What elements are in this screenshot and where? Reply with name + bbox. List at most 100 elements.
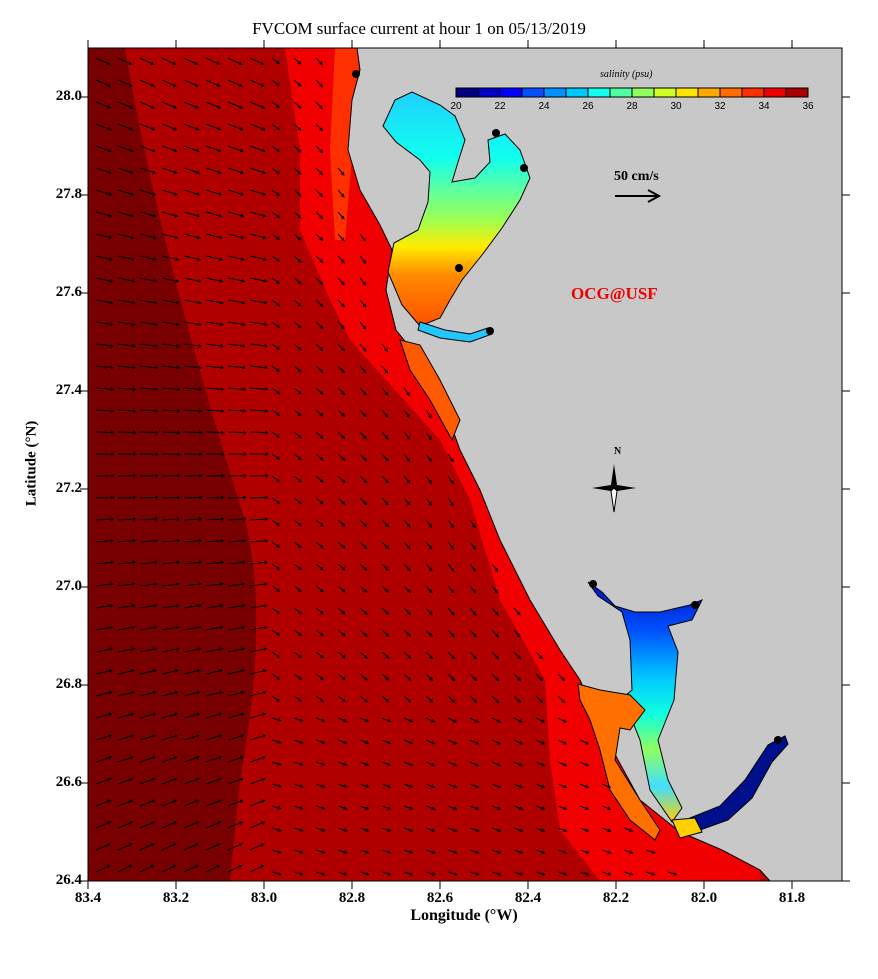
current-vector bbox=[117, 473, 137, 478]
current-vector bbox=[227, 255, 246, 261]
current-vector bbox=[469, 871, 480, 876]
current-vector bbox=[117, 321, 136, 327]
current-vector bbox=[359, 541, 368, 549]
current-vector bbox=[293, 497, 302, 505]
map-title: FVCOM surface current at hour 1 on 05/13… bbox=[252, 19, 586, 38]
current-vector bbox=[183, 430, 203, 435]
current-vector bbox=[535, 805, 546, 811]
current-vector bbox=[469, 783, 480, 789]
current-vector bbox=[95, 233, 113, 240]
current-vector bbox=[139, 647, 158, 653]
current-vector bbox=[205, 387, 225, 392]
current-vector bbox=[183, 755, 201, 763]
current-vector bbox=[205, 734, 223, 741]
current-vector bbox=[271, 805, 282, 810]
current-vector bbox=[271, 541, 281, 548]
current-vector bbox=[205, 299, 224, 305]
current-vector bbox=[315, 365, 324, 373]
current-vector bbox=[359, 871, 370, 876]
current-vector bbox=[161, 560, 181, 565]
current-vector bbox=[183, 669, 202, 675]
current-vector bbox=[557, 827, 568, 833]
current-vector bbox=[293, 57, 302, 65]
current-vector bbox=[117, 755, 135, 763]
current-vector bbox=[139, 145, 156, 153]
sarasota-bay bbox=[399, 339, 461, 442]
tampa-bay bbox=[382, 91, 531, 327]
current-vector bbox=[315, 409, 324, 417]
current-vector bbox=[491, 717, 502, 723]
current-vector bbox=[315, 189, 324, 198]
colorbar-swatch bbox=[609, 87, 633, 98]
current-vector bbox=[227, 79, 243, 87]
current-vector bbox=[403, 607, 412, 616]
current-vector bbox=[579, 871, 590, 876]
current-vector bbox=[271, 453, 281, 460]
current-vector bbox=[161, 365, 181, 370]
current-vector bbox=[315, 761, 326, 766]
current-vector bbox=[249, 57, 265, 66]
current-vector bbox=[315, 519, 324, 527]
current-vector bbox=[117, 57, 133, 66]
current-vector bbox=[205, 189, 223, 196]
current-vector bbox=[161, 57, 177, 66]
current-vector bbox=[227, 430, 247, 435]
current-vector bbox=[337, 849, 348, 854]
current-vector bbox=[293, 827, 304, 832]
current-vector bbox=[205, 517, 225, 521]
current-vector bbox=[447, 563, 455, 572]
current-vector bbox=[117, 538, 137, 543]
current-vector bbox=[271, 651, 281, 658]
current-vector bbox=[337, 629, 346, 637]
current-vector bbox=[381, 343, 389, 352]
current-vector bbox=[557, 673, 566, 682]
current-vector bbox=[161, 625, 180, 631]
current-vector bbox=[381, 475, 389, 484]
current-vector bbox=[95, 755, 113, 763]
current-vector bbox=[249, 582, 269, 587]
current-vector bbox=[271, 695, 281, 702]
current-vector bbox=[579, 783, 590, 789]
current-vector bbox=[469, 673, 478, 682]
current-vector bbox=[183, 843, 199, 851]
current-vector bbox=[359, 673, 368, 681]
current-vector bbox=[139, 582, 159, 587]
current-vector bbox=[271, 365, 281, 372]
current-vector bbox=[535, 827, 546, 833]
current-vector bbox=[359, 783, 370, 789]
current-vector bbox=[535, 739, 546, 745]
current-vector bbox=[139, 211, 157, 218]
current-vector bbox=[183, 343, 203, 348]
current-vector bbox=[117, 560, 137, 565]
current-vector bbox=[227, 712, 245, 719]
current-vector bbox=[293, 387, 302, 395]
current-vector bbox=[271, 409, 281, 416]
current-vector bbox=[205, 473, 225, 478]
current-vector bbox=[249, 167, 267, 175]
current-vector bbox=[95, 603, 114, 609]
current-vector bbox=[183, 538, 203, 543]
current-vector bbox=[139, 777, 156, 785]
current-vector bbox=[315, 497, 324, 505]
current-vector bbox=[491, 695, 500, 704]
current-vector bbox=[205, 603, 224, 609]
current-vector bbox=[271, 277, 281, 284]
current-vector bbox=[183, 647, 202, 653]
current-vector bbox=[403, 453, 411, 462]
current-vector bbox=[249, 211, 267, 218]
current-vector bbox=[139, 495, 159, 500]
current-vector bbox=[139, 277, 158, 283]
current-vector bbox=[579, 849, 590, 854]
current-vector bbox=[249, 321, 268, 327]
current-vector bbox=[227, 625, 246, 631]
current-vector bbox=[271, 849, 282, 854]
current-vector bbox=[161, 821, 178, 829]
current-vector bbox=[425, 563, 433, 572]
current-vector bbox=[271, 629, 281, 636]
current-vector bbox=[95, 452, 115, 457]
current-vector bbox=[535, 673, 544, 682]
current-vector bbox=[161, 538, 181, 543]
current-vector bbox=[315, 431, 324, 439]
current-vector bbox=[161, 277, 180, 283]
current-vector bbox=[205, 123, 222, 131]
